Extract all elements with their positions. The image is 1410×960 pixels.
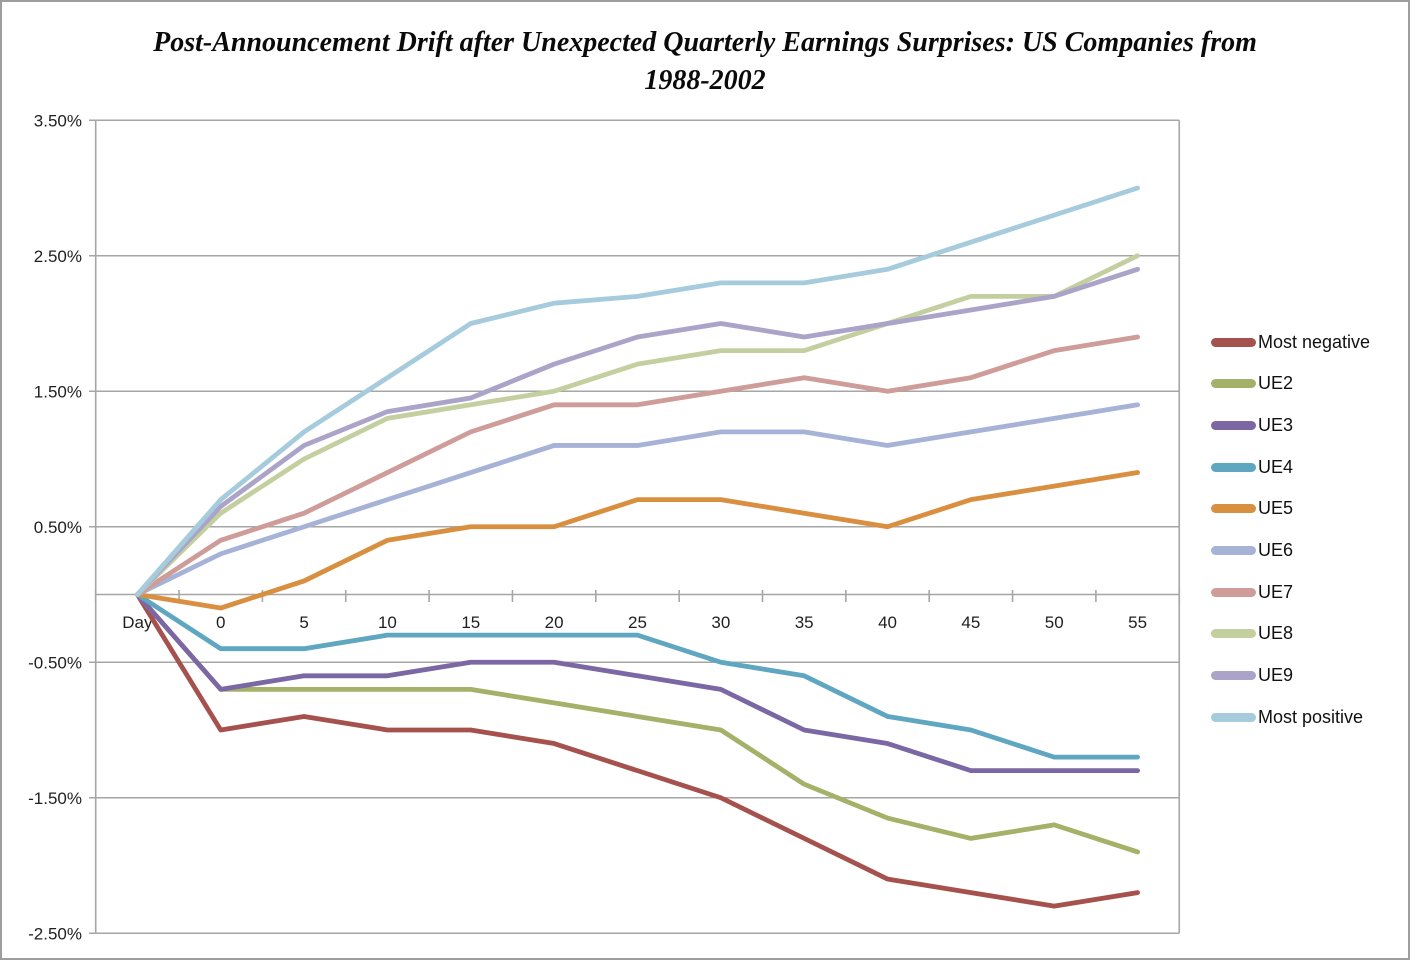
- legend-swatch-ue7: [1211, 587, 1256, 597]
- x-axis-tick-label: 5: [299, 613, 308, 632]
- legend-item-ue3: UE3: [1211, 415, 1293, 435]
- legend-label-ue4: UE4: [1258, 456, 1294, 477]
- legend-swatch-ue8: [1211, 629, 1256, 639]
- legend-swatch-ue5: [1211, 504, 1256, 514]
- legend-label-ue9: UE9: [1258, 665, 1294, 686]
- legend-swatch-most-positive: [1211, 712, 1256, 722]
- legend-item-ue4: UE4: [1211, 457, 1293, 477]
- series-line-ue5: [134, 470, 1140, 611]
- x-axis-tick-label: 35: [795, 613, 814, 632]
- x-axis-tick-label: 45: [961, 613, 980, 632]
- y-axis-tick-label: 1.50%: [34, 382, 82, 401]
- legend-label-most-negative: Most negative: [1258, 331, 1371, 352]
- legend-label-ue7: UE7: [1258, 581, 1294, 602]
- legend-label-ue8: UE8: [1258, 623, 1294, 644]
- legend-label-ue6: UE6: [1258, 540, 1294, 560]
- x-axis-tick-label: Day: [122, 613, 153, 632]
- series-line-ue7: [134, 334, 1140, 597]
- legend-item-ue8: UE8: [1211, 623, 1294, 644]
- x-axis-tick-label: 0: [216, 613, 225, 632]
- legend-swatch-ue4: [1211, 462, 1256, 472]
- x-axis-tick-label: 20: [545, 613, 564, 632]
- legend-label-ue3: UE3: [1258, 414, 1294, 435]
- legend-label-ue5: UE5: [1258, 498, 1294, 519]
- legend-item-ue5: UE5: [1211, 498, 1294, 519]
- y-axis-tick-label: 3.50%: [34, 111, 82, 130]
- legend-swatch-ue6: [1211, 546, 1256, 555]
- x-axis-tick-label: 50: [1045, 613, 1064, 632]
- y-axis-tick-label: -0.50%: [28, 653, 82, 672]
- x-axis-tick-label: 55: [1128, 613, 1147, 632]
- x-axis-tick-label: 25: [628, 613, 647, 632]
- x-axis-tick-label: 30: [711, 613, 730, 632]
- series-line-ue3: [134, 592, 1140, 774]
- legend-item-ue2: UE2: [1211, 373, 1294, 394]
- legend-item-most-positive: Most positive: [1211, 707, 1363, 727]
- legend-swatch-most-negative: [1211, 337, 1256, 347]
- series-line-most-positive: [134, 185, 1140, 597]
- legend-label-most-positive: Most positive: [1258, 706, 1364, 727]
- series-line-ue9: [134, 266, 1140, 597]
- y-axis-tick-label: 0.50%: [34, 518, 82, 537]
- y-axis-tick-label: -1.50%: [28, 789, 82, 808]
- x-axis-tick-label: 15: [461, 613, 480, 632]
- y-axis-tick-label: 2.50%: [34, 247, 82, 266]
- legend-item-most-negative: Most negative: [1211, 332, 1370, 352]
- x-axis-tick-label: 40: [878, 613, 897, 632]
- chart-legend: Most negative UE2 UE3 UE4 UE5 UE6 UE7 UE8 UE9 Mos…: [1211, 2, 1406, 958]
- legend-swatch-ue3: [1211, 420, 1256, 430]
- series-line-most-negative: [134, 592, 1140, 909]
- legend-swatch-ue9: [1211, 671, 1256, 681]
- x-axis-tick-label: 10: [378, 613, 397, 632]
- series-line-ue6: [134, 402, 1140, 597]
- series-line-ue8: [134, 253, 1140, 597]
- legend-item-ue6: UE6: [1211, 540, 1294, 561]
- legend-item-ue9: UE9: [1211, 665, 1294, 686]
- series-line-ue4: [134, 592, 1140, 760]
- y-axis-tick-label: -2.50%: [28, 924, 82, 943]
- series-line-ue2: [134, 592, 1140, 855]
- legend-swatch-ue2: [1211, 379, 1256, 389]
- legend-item-ue7: UE7: [1211, 582, 1293, 602]
- legend-label-ue2: UE2: [1258, 373, 1294, 394]
